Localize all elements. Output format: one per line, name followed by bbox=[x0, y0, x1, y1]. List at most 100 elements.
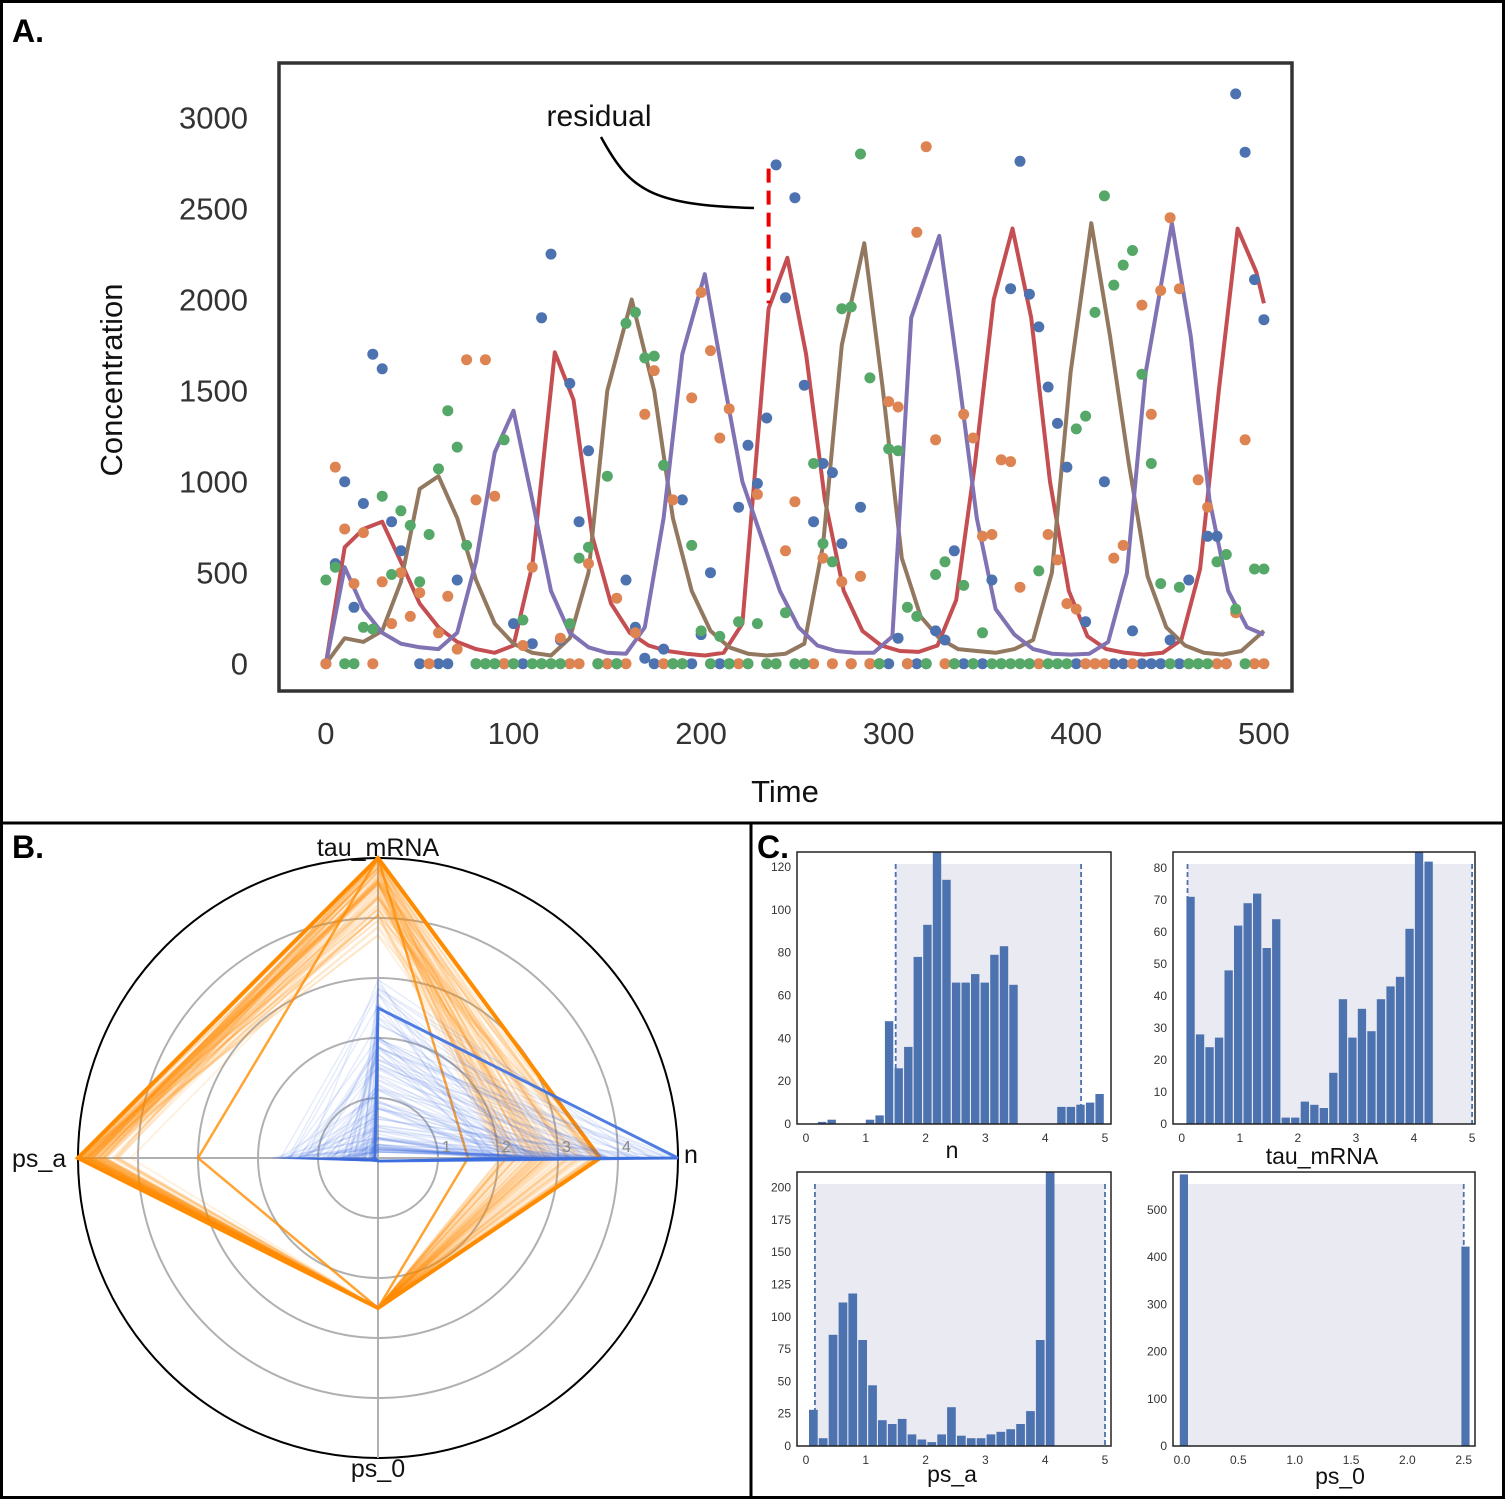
data-point-green bbox=[1249, 563, 1260, 575]
x-tick-label: 1 bbox=[1236, 1131, 1243, 1145]
histogram-bar bbox=[1016, 1424, 1025, 1446]
data-point-green bbox=[930, 569, 942, 580]
data-point-orange bbox=[395, 567, 407, 579]
y-tick-label: 2500 bbox=[179, 192, 248, 227]
data-point-green bbox=[601, 470, 613, 482]
x-tick-label: 0.5 bbox=[1230, 1453, 1247, 1467]
histogram-bar bbox=[937, 1434, 946, 1446]
histogram-bar bbox=[951, 982, 961, 1124]
data-point-green bbox=[939, 556, 951, 568]
histogram-bar bbox=[875, 1115, 884, 1124]
y-tick-label: 0 bbox=[784, 1117, 791, 1131]
histogram-bar bbox=[1026, 1411, 1035, 1446]
histogram-bar bbox=[1300, 1101, 1309, 1124]
histogram-frame bbox=[1172, 851, 1476, 1125]
data-point-orange bbox=[939, 658, 951, 670]
data-point-green bbox=[798, 658, 810, 670]
y-tick-label: 60 bbox=[778, 988, 792, 1002]
x-tick-label: 0.0 bbox=[1174, 1453, 1191, 1467]
histogram-bar bbox=[1310, 1104, 1319, 1124]
x-tick-label: 3 bbox=[1353, 1131, 1360, 1145]
data-point-green bbox=[977, 627, 988, 639]
data-point-orange bbox=[451, 643, 463, 655]
x-tick-label: 400 bbox=[1050, 716, 1102, 751]
data-point-blue bbox=[1023, 288, 1035, 300]
data-point-green bbox=[901, 601, 913, 613]
data-point-green bbox=[489, 658, 501, 670]
data-point-blue bbox=[536, 312, 548, 324]
data-point-orange bbox=[967, 432, 979, 444]
data-point-green bbox=[1183, 658, 1195, 670]
histogram-bar bbox=[996, 1431, 1006, 1446]
x-axis-label: tau_mRNA bbox=[1266, 1143, 1379, 1169]
series-line-red bbox=[323, 226, 1266, 665]
residual-annotation: residual bbox=[546, 100, 651, 133]
y-tick-label: 100 bbox=[1147, 1392, 1167, 1406]
histogram-bar bbox=[1329, 1072, 1338, 1124]
data-point-orange bbox=[1192, 474, 1204, 486]
x-tick-label: 0 bbox=[803, 1453, 810, 1467]
data-point-green bbox=[1220, 549, 1232, 560]
histogram-bar bbox=[923, 924, 932, 1124]
data-point-green bbox=[433, 463, 444, 475]
data-point-blue bbox=[686, 658, 698, 670]
data-point-orange bbox=[658, 658, 670, 670]
data-point-green bbox=[1136, 368, 1148, 380]
histogram-bar bbox=[986, 1434, 996, 1446]
series-line-brown bbox=[324, 221, 1266, 665]
data-point-green bbox=[967, 658, 979, 670]
data-point-green bbox=[470, 658, 482, 670]
data-point-orange bbox=[526, 561, 538, 573]
histogram-bar bbox=[1179, 1174, 1188, 1446]
data-point-blue bbox=[1042, 381, 1054, 393]
residual-leader-line bbox=[599, 136, 755, 210]
x-tick-label: 1 bbox=[862, 1453, 869, 1467]
data-point-blue bbox=[1098, 476, 1110, 488]
data-point-green bbox=[1023, 658, 1035, 670]
data-point-blue bbox=[808, 516, 820, 528]
data-point-green bbox=[423, 529, 435, 540]
data-point-blue bbox=[414, 658, 426, 670]
data-point-blue bbox=[451, 574, 463, 586]
radar-axis-label-ps_0: ps_0 bbox=[351, 1455, 405, 1483]
data-point-blue bbox=[1005, 283, 1017, 295]
data-point-green bbox=[1014, 658, 1026, 670]
data-point-orange bbox=[1173, 283, 1185, 295]
histogram-bar bbox=[1057, 1106, 1066, 1124]
y-tick-label: 30 bbox=[1154, 1021, 1168, 1035]
data-point-orange bbox=[1042, 529, 1054, 540]
y-tick-label: 70 bbox=[1154, 893, 1168, 907]
data-point-blue bbox=[939, 634, 951, 646]
histogram-bar bbox=[1281, 1117, 1290, 1124]
histogram-bar bbox=[878, 1420, 887, 1446]
data-point-orange bbox=[470, 494, 482, 506]
data-point-orange bbox=[573, 658, 585, 670]
data-point-blue bbox=[883, 658, 895, 670]
y-tick-label: 1500 bbox=[179, 374, 248, 409]
x-tick-label: 3 bbox=[982, 1453, 989, 1467]
data-point-orange bbox=[1014, 581, 1026, 593]
data-point-green bbox=[1005, 658, 1017, 670]
panel-label-a: A. bbox=[12, 13, 44, 49]
x-axis-label: ps_0 bbox=[1315, 1463, 1365, 1489]
x-tick-label: 2.5 bbox=[1455, 1453, 1472, 1467]
data-point-green bbox=[873, 658, 885, 670]
data-point-blue bbox=[930, 625, 942, 637]
data-point-blue bbox=[1258, 314, 1270, 326]
radar-tick-label: 3 bbox=[562, 1139, 571, 1156]
data-point-orange bbox=[1211, 658, 1223, 670]
x-tick-label: 2 bbox=[1295, 1131, 1302, 1145]
histogram-bar bbox=[942, 879, 951, 1124]
data-point-blue bbox=[1230, 88, 1242, 100]
histogram-bar bbox=[961, 982, 970, 1124]
x-tick-label: 100 bbox=[488, 716, 540, 751]
data-point-green bbox=[1127, 245, 1138, 256]
histogram-bar bbox=[887, 1424, 897, 1446]
data-point-green bbox=[611, 658, 623, 670]
data-point-blue bbox=[817, 458, 829, 469]
y-tick-label: 40 bbox=[778, 1031, 792, 1045]
histogram-bar bbox=[1205, 1047, 1214, 1124]
data-point-orange bbox=[1145, 408, 1157, 420]
data-point-blue bbox=[545, 248, 557, 260]
data-point-orange bbox=[986, 529, 998, 540]
